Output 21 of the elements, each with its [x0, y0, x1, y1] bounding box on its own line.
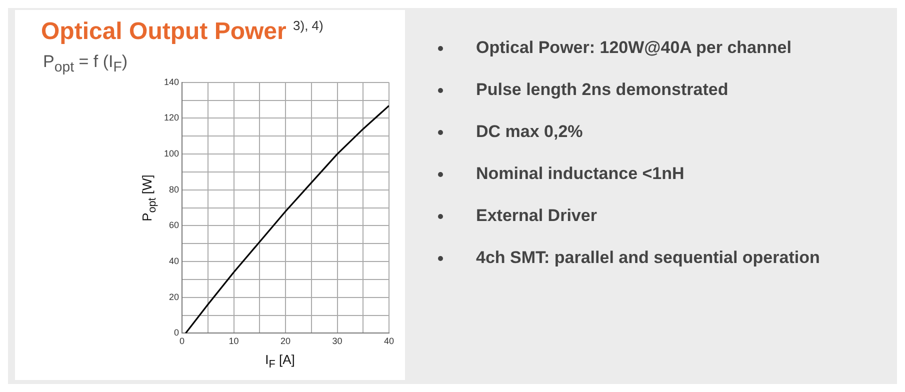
- y-tick-label: 60: [169, 220, 180, 230]
- text: Nominal inductance <1nH: [476, 164, 684, 183]
- y-tick-label: 80: [169, 184, 180, 194]
- y-tick-label: 20: [169, 292, 180, 302]
- y-tick-label: 120: [164, 112, 180, 123]
- x-tick-label: 30: [332, 336, 342, 346]
- chart-subtitle: P$_{opt}$ = f (I$_{F}$): [43, 52, 128, 76]
- y-tick-label: 100: [164, 148, 180, 159]
- y-tick-label: 40: [169, 256, 180, 266]
- y-tick-label: 0: [174, 328, 180, 338]
- x-axis-title: I$_{F}$ [A]: [265, 352, 295, 371]
- x-tick-label: 10: [228, 336, 239, 346]
- x-tick-label: 40: [384, 336, 394, 346]
- text: Optical Power: 120W@40A per channel: [476, 38, 792, 57]
- text: Pulse length 2ns demonstrated: [476, 80, 728, 99]
- text: DC max 0,2%: [476, 122, 583, 141]
- y-tick-label: 140: [164, 76, 180, 87]
- text: 4ch SMT: parallel and sequential operation: [476, 248, 820, 267]
- x-tick-label: 20: [280, 336, 291, 346]
- chart-title: Optical Output Power $^{3), 4)}$: [41, 18, 324, 46]
- text: External Driver: [476, 206, 597, 225]
